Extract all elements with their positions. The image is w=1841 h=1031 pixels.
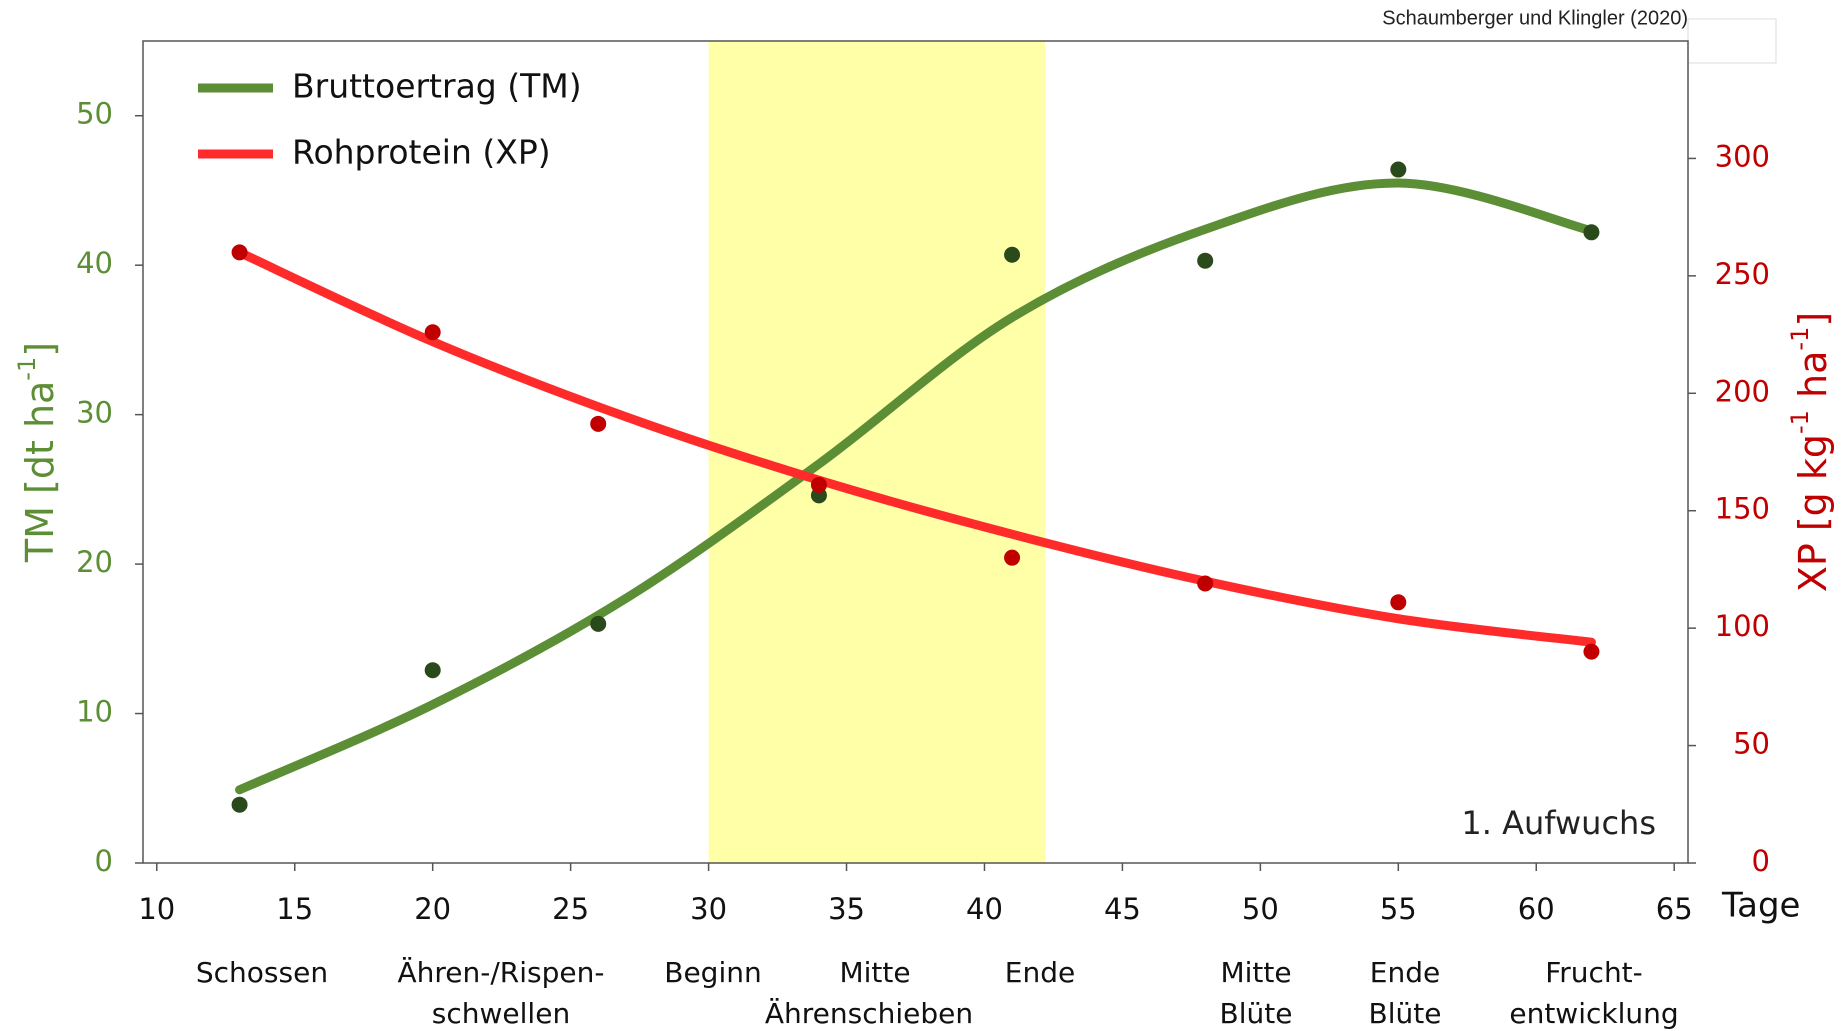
shaded-range (709, 41, 1046, 863)
stage-label: Ähren-/Rispen- (398, 956, 605, 989)
x-tick-label: 50 (1242, 892, 1279, 926)
annotation: 1. Aufwuchs (1461, 804, 1656, 842)
x-tick-label: 60 (1518, 892, 1555, 926)
blank-box (1688, 19, 1776, 63)
x-tick-label: 65 (1656, 892, 1693, 926)
legend-label: Bruttoertrag (TM) (292, 67, 582, 106)
y-tick-label: 0 (95, 844, 113, 878)
stage-label: Blüte (1220, 997, 1293, 1030)
y2-tick-label: 200 (1715, 374, 1770, 408)
data-point (1390, 162, 1406, 178)
y-axis-label-part: TM [dt ha (18, 381, 62, 563)
y2-axis-label-part: XP [g kg (1791, 434, 1835, 592)
y-tick-label: 20 (76, 545, 113, 579)
stage-label: Schossen (196, 956, 328, 989)
data-point (811, 477, 827, 493)
source: Schaumberger und Klingler (2020) (1382, 7, 1688, 29)
stage-label: Ende (1370, 956, 1440, 989)
y-tick-label: 40 (76, 246, 113, 280)
stage-label: Mitte (1220, 956, 1291, 989)
stage-label: Frucht- (1545, 956, 1643, 989)
data-point (425, 324, 441, 340)
x-tick-label: 20 (414, 892, 451, 926)
x-tick-label: 35 (828, 892, 865, 926)
y2-axis-label-part: -1 (1786, 410, 1814, 434)
y-axis-label: TM [dt ha-1] (13, 342, 62, 563)
legend-label: Rohprotein (XP) (292, 133, 551, 172)
x-tick-label: 15 (276, 892, 313, 926)
x-tick-label: 55 (1380, 892, 1417, 926)
x-axis-label: Tage (1721, 886, 1800, 926)
data-point (232, 244, 248, 260)
page: Schaumberger und Klingler (2020) 10 15 20 2… (0, 0, 1841, 1031)
stage-label: Blüte (1369, 997, 1442, 1030)
y-axis-label-part: -1 (13, 357, 41, 381)
data-point (1197, 253, 1213, 269)
x-tick-label: 25 (552, 892, 589, 926)
x-tick-label: 45 (1104, 892, 1141, 926)
data-point (232, 797, 248, 813)
data-point (1197, 576, 1213, 592)
data-point (590, 616, 606, 632)
x-tick-label: 40 (966, 892, 1003, 926)
stage-label: Ährenschieben (765, 997, 973, 1030)
chart: Schaumberger und Klingler (2020) 10 15 20 2… (0, 0, 1841, 1031)
y-tick-label: 30 (76, 396, 113, 430)
x-tick-label: 30 (690, 892, 727, 926)
data-point (1583, 644, 1599, 660)
stage-label: schwellen (432, 997, 570, 1030)
data-point (590, 416, 606, 432)
data-point (1583, 224, 1599, 240)
y2-tick-label: 100 (1715, 609, 1770, 643)
data-point (425, 662, 441, 678)
y2-tick-label: 150 (1715, 492, 1770, 526)
data-point (1004, 247, 1020, 263)
y2-axis-label: XP [g kg-1 ha-1] (1786, 312, 1835, 592)
y2-tick-label: 0 (1752, 844, 1770, 878)
stage-label: Ende (1005, 956, 1075, 989)
y2-axis-label-part: ha (1791, 351, 1835, 410)
data-point (1390, 594, 1406, 610)
y2-tick-label: 250 (1715, 257, 1770, 291)
y-axis-label-part: ] (18, 342, 62, 357)
stage-label: entwicklung (1509, 997, 1678, 1030)
y2-axis-label-part: ] (1791, 312, 1835, 327)
y2-tick-label: 50 (1733, 727, 1770, 761)
x-tick-label: 10 (138, 892, 175, 926)
y2-tick-label: 300 (1715, 139, 1770, 173)
y-tick-label: 10 (76, 695, 113, 729)
stage-label: Beginn (664, 956, 761, 989)
stage-label: Mitte (839, 956, 910, 989)
y2-axis-label-part: -1 (1786, 327, 1814, 351)
y-tick-label: 50 (76, 97, 113, 131)
data-point (1004, 550, 1020, 566)
